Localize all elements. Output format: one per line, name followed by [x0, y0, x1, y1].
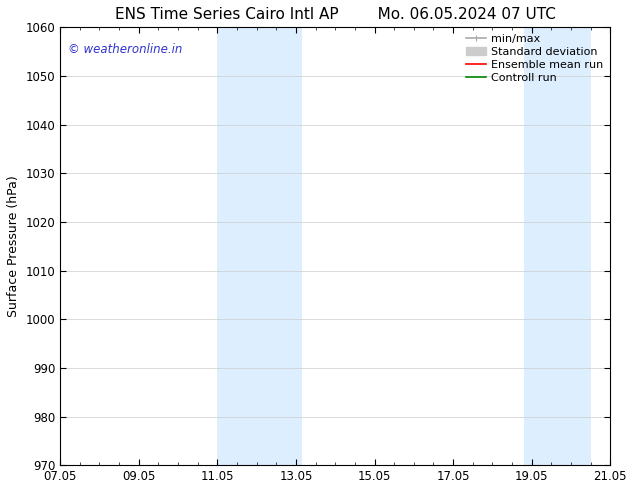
Bar — [217, 27, 302, 465]
Bar — [524, 27, 591, 465]
Legend: min/max, Standard deviation, Ensemble mean run, Controll run: min/max, Standard deviation, Ensemble me… — [462, 29, 608, 87]
Title: ENS Time Series Cairo Intl AP        Mo. 06.05.2024 07 UTC: ENS Time Series Cairo Intl AP Mo. 06.05.… — [115, 7, 555, 22]
Text: © weatheronline.in: © weatheronline.in — [68, 43, 183, 55]
Y-axis label: Surface Pressure (hPa): Surface Pressure (hPa) — [7, 175, 20, 317]
